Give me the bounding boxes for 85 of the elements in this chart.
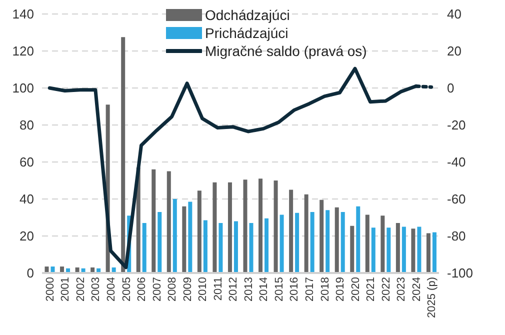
y2-tick-label: -20: [447, 118, 466, 133]
bar: [152, 169, 156, 273]
x-tick-label: 2004: [106, 277, 118, 302]
bar: [182, 206, 186, 273]
legend-label: Prichádzajúci: [205, 24, 288, 42]
bar: [197, 190, 202, 273]
y-tick-label: 40: [20, 192, 34, 207]
x-tick-label: 2013: [242, 277, 255, 302]
x-tick-label: 2021: [365, 277, 378, 302]
x-tick-label: 2025 (p): [426, 277, 438, 318]
bar: [264, 218, 269, 273]
bar: [380, 216, 385, 273]
x-tick-label: 2000: [44, 277, 56, 302]
bar: [274, 180, 278, 273]
x-tick-label: 2014: [258, 277, 270, 302]
y2-tick-label: -60: [447, 192, 466, 207]
x-tick-label: 2010: [197, 277, 210, 302]
bar: [289, 190, 294, 273]
bar: [417, 226, 422, 273]
x-tick-label: 2007: [151, 277, 164, 302]
bar: [411, 228, 416, 273]
bar: [320, 200, 324, 273]
y2-tick-label: 20: [447, 44, 462, 59]
y-tick-label: 60: [20, 154, 34, 170]
bar: [365, 214, 370, 273]
x-tick-label: 2012: [228, 277, 240, 302]
y-tick-label: 0: [26, 266, 34, 281]
y-tick-label: 140: [12, 6, 34, 22]
legend-label: Odchádzajúci: [205, 6, 290, 24]
bar: [166, 171, 171, 273]
y2-tick-label: 40: [447, 6, 462, 22]
y-tick-label: 100: [12, 80, 34, 96]
x-tick-label: 2009: [182, 277, 194, 302]
y-tick-label: 20: [20, 228, 34, 244]
x-tick-label: 2018: [319, 277, 332, 302]
y-tick-label: 80: [20, 118, 34, 133]
x-tick-label: 2022: [380, 277, 392, 302]
x-tick-label: 2024: [410, 277, 423, 302]
y-tick-label: 120: [12, 44, 34, 59]
x-tick-label: 2023: [396, 277, 408, 302]
bar: [243, 180, 248, 273]
bar: [228, 182, 232, 273]
bar: [142, 223, 146, 273]
bar: [334, 207, 339, 273]
bar: [188, 202, 192, 273]
bar: [304, 194, 308, 273]
bar: [326, 210, 330, 273]
y2-tick-label: -100: [447, 266, 474, 281]
x-tick-label: 2008: [166, 277, 179, 302]
bar: [396, 223, 400, 273]
bar: [402, 226, 406, 273]
bar: [310, 212, 314, 273]
legend-label: Migračné saldo (pravá os): [205, 42, 367, 60]
bar: [203, 220, 208, 273]
x-tick-label: 2005: [120, 277, 133, 302]
x-tick-label: 2015: [273, 277, 286, 302]
bar: [249, 223, 254, 273]
bar: [432, 232, 436, 273]
bar: [172, 199, 177, 273]
bar: [350, 226, 354, 273]
bar: [340, 212, 345, 273]
bar: [121, 37, 126, 273]
x-tick-label: 2002: [74, 277, 87, 302]
bar: [218, 223, 223, 273]
bar: [280, 214, 284, 273]
bar: [356, 206, 360, 273]
bar: [212, 182, 217, 273]
bar: [426, 233, 430, 273]
x-tick-label: 2001: [60, 277, 72, 302]
bar: [295, 212, 300, 273]
x-tick-label: 2006: [136, 277, 148, 302]
bar: [386, 228, 391, 273]
y2-tick-label: -80: [447, 228, 466, 244]
x-tick-label: 2019: [334, 277, 347, 302]
bar: [371, 228, 376, 273]
x-tick-label: 2016: [288, 277, 301, 302]
x-tick-label: 2017: [304, 277, 316, 302]
bar: [158, 212, 162, 273]
x-tick-label: 2020: [350, 277, 362, 302]
bar: [234, 221, 238, 273]
bar: [258, 178, 263, 273]
x-tick-label: 2011: [212, 277, 224, 301]
y2-tick-label: 0: [447, 80, 454, 96]
y2-tick-label: -40: [447, 154, 466, 170]
x-tick-label: 2003: [90, 277, 102, 302]
